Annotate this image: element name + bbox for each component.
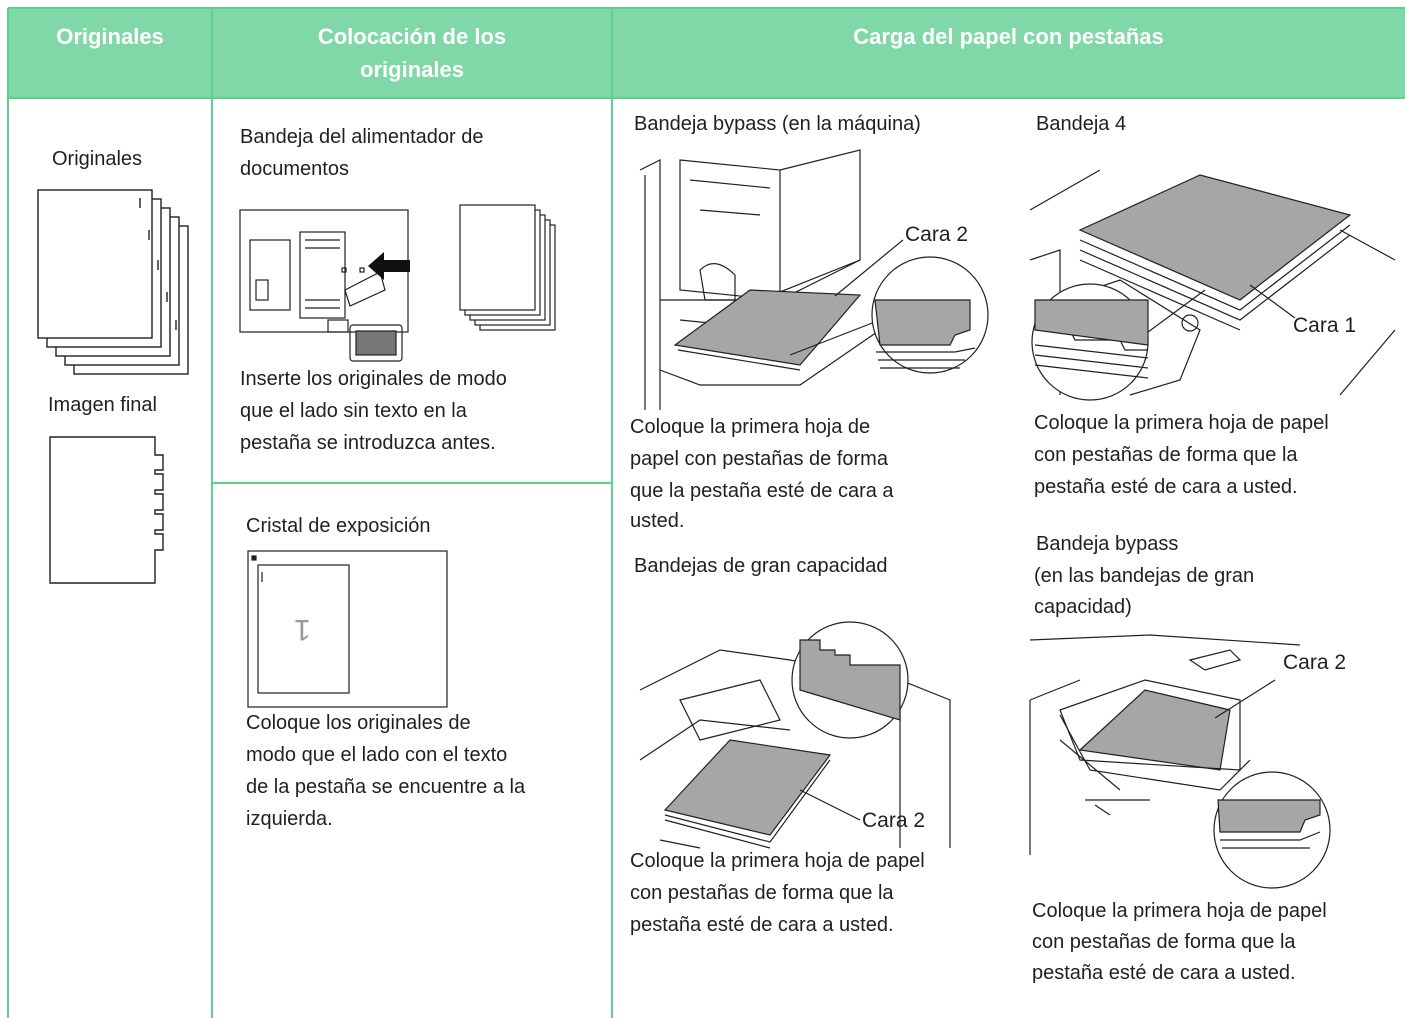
originals-stack [37,189,189,375]
glass-figure [247,550,448,708]
description: usted. [630,510,685,532]
header-cell: originales [360,57,464,82]
description: Coloque la primera hoja de papel [1034,412,1329,434]
label: Originales [52,148,143,170]
description: Coloque la primera hoja de papel [1032,900,1327,922]
section-title: Bandeja del alimentador de [240,126,484,148]
description: papel con pestañas de forma [630,448,888,470]
callout: Cara 2 [905,223,969,246]
description: Coloque la primera hoja de papel [630,850,925,872]
description: Coloque los originales de [246,712,471,734]
final-image [49,436,164,584]
bypass-machine-figure [639,149,989,410]
section-title: capacidad) [1034,596,1132,618]
description: pestaña esté de cara a usted. [1032,962,1296,984]
callout: Cara 1 [1293,314,1357,337]
header-cell: Carga del papel con pestañas [853,24,1164,49]
description: izquierda. [246,808,333,830]
description: que el lado sin texto en la [240,400,467,422]
table-lines [7,7,1405,1018]
callout: Cara 2 [1283,651,1347,674]
section-title: Bandeja bypass [1036,533,1179,555]
description: modo que el lado con el texto [246,744,508,766]
header-cell: Colocación de los [317,24,507,49]
feeder-stack [459,204,556,331]
insert-arrow [368,252,410,280]
description: pestaña esté de cara a usted. [630,914,894,936]
description: pestaña esté de cara a usted. [1034,476,1298,498]
description: pestaña se introduzca antes. [240,432,496,454]
section-title: Bandeja 4 [1036,113,1127,135]
description: Coloque la primera hoja de [630,416,871,438]
section-title: Cristal de exposición [246,515,431,537]
tray4-figure [1029,169,1396,401]
header-cell: Originales [56,24,164,49]
description: que la pestaña esté de cara a [630,480,894,502]
label: Imagen final [48,394,157,416]
header-band [8,8,1405,98]
description: con pestañas de forma que la [1034,444,1298,466]
section-title: documentos [240,158,349,180]
section-title: (en las bandejas de gran [1034,565,1255,587]
feeder-figure [239,209,409,362]
bypass-lct-figure [1029,634,1331,889]
description: con pestañas de forma que la [1032,931,1296,953]
page-mark: 1 [294,613,311,646]
section-title: Bandeja bypass (en la máquina) [634,113,921,135]
description: Inserte los originales de modo [240,368,507,390]
description: de la pestaña se encuentre a la [246,776,526,798]
large-capacity-figure [639,621,951,849]
callout: Cara 2 [862,809,926,832]
description: con pestañas de forma que la [630,882,894,904]
section-title: Bandejas de gran capacidad [634,555,888,577]
